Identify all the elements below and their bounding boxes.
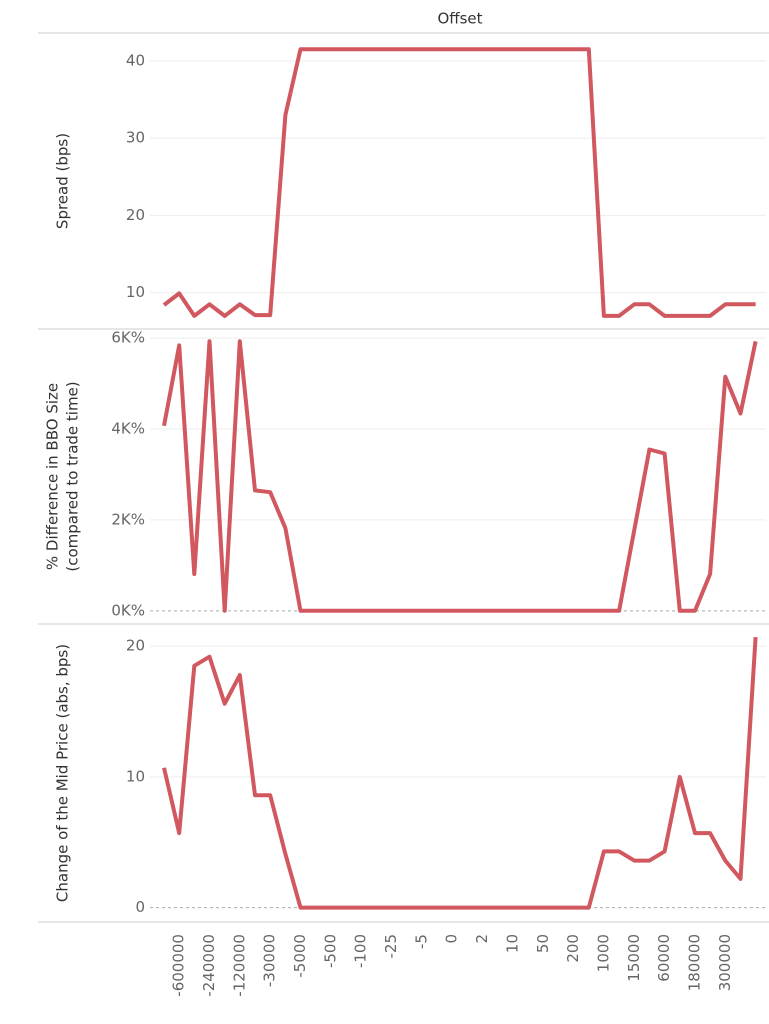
y-tick-label: 4K% [111, 420, 145, 438]
y-tick-label: 20 [126, 637, 145, 655]
y-tick-label: 2K% [111, 510, 145, 528]
y-axis-title: Spread (bps) [54, 133, 72, 229]
y-tick-label: 10 [126, 283, 145, 301]
x-tick-label: 15000 [625, 934, 643, 982]
x-tick-label: -100 [352, 934, 370, 968]
line [162, 636, 758, 910]
x-tick-label: 50 [534, 934, 552, 953]
x-tick-label: 300000 [716, 934, 734, 991]
x-tick-label: 2 [473, 934, 491, 944]
x-tick-label: 1000 [594, 934, 612, 972]
x-tick-label: 200 [564, 934, 582, 963]
y-tick-label: 40 [126, 51, 145, 69]
x-tick-label: -5 [412, 934, 430, 949]
y-tick-label: 30 [126, 129, 145, 147]
y-tick-label: 6K% [111, 329, 145, 347]
x-tick-label: 0 [443, 934, 461, 944]
y-tick-label: 10 [126, 767, 145, 785]
y-tick-label: 0K% [111, 601, 145, 619]
x-tick-label: 180000 [685, 934, 703, 991]
x-tick-label: -600000 [170, 934, 188, 997]
x-tick-label: -240000 [200, 934, 218, 997]
x-tick-label: -25 [382, 934, 400, 959]
x-tick-label: -120000 [230, 934, 248, 997]
x-tick-label: -500 [321, 934, 339, 968]
y-axis-title: (compared to trade time) [64, 381, 82, 571]
x-tick-label: 60000 [655, 934, 673, 982]
y-axis-title: Change of the Mid Price (abs, bps) [54, 644, 72, 902]
x-tick-label: 10 [503, 934, 521, 953]
x-tick-label: -5000 [291, 934, 309, 978]
y-tick-label: 20 [126, 206, 145, 224]
line [162, 339, 758, 613]
line [162, 47, 756, 318]
y-tick-label: 0 [135, 898, 145, 916]
x-tick-label: -30000 [261, 934, 279, 987]
y-axis-title: % Difference in BBO Size [44, 383, 62, 570]
x-axis-title: Offset [437, 10, 482, 28]
